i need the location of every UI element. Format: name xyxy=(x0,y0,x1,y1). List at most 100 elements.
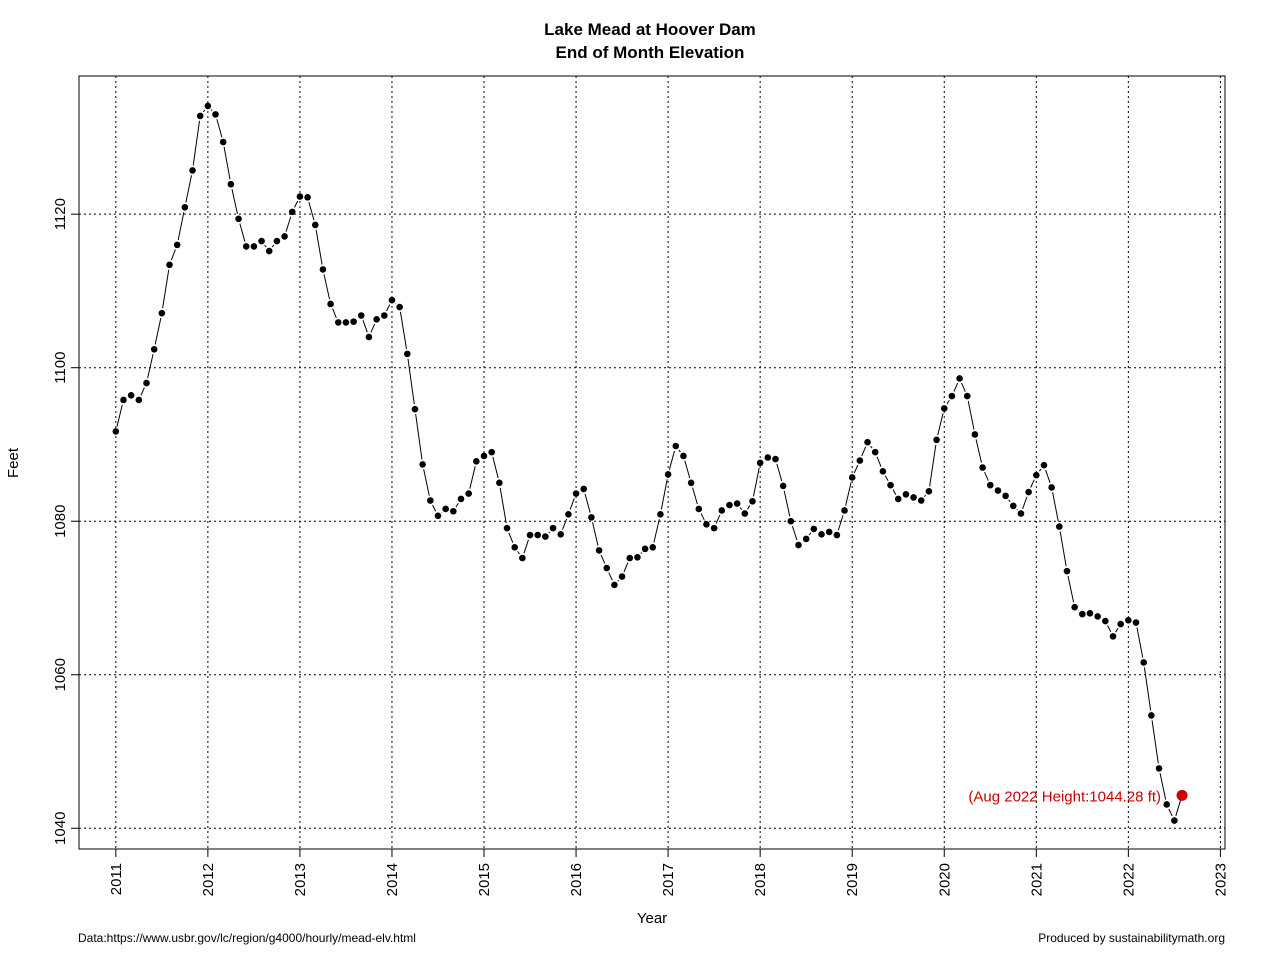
x-axis-label: Year xyxy=(637,910,667,927)
data-point xyxy=(1064,568,1071,575)
data-point xyxy=(672,443,679,450)
data-point xyxy=(757,460,764,467)
x-tick-label: 2021 xyxy=(1028,863,1045,896)
data-point xyxy=(335,319,342,326)
data-point xyxy=(611,582,618,589)
data-point xyxy=(182,204,189,211)
data-point xyxy=(343,319,350,326)
data-point xyxy=(442,506,449,513)
series-segment xyxy=(846,482,851,505)
x-tick-label: 2015 xyxy=(476,863,493,896)
data-point xyxy=(220,139,227,146)
series-segment xyxy=(716,515,720,523)
series-segment xyxy=(408,359,414,404)
highlight-label: (Aug 2022 Height:1044.28 ft) xyxy=(968,788,1161,805)
data-point xyxy=(504,525,511,532)
data-point xyxy=(1002,493,1009,500)
data-point xyxy=(657,511,664,518)
data-point xyxy=(619,573,626,580)
data-point xyxy=(719,507,726,514)
series-segment xyxy=(1023,497,1027,509)
series-segment xyxy=(549,532,550,533)
series-segment xyxy=(493,457,498,478)
data-point xyxy=(381,312,388,319)
data-point xyxy=(458,496,465,503)
series-segment xyxy=(685,461,690,478)
data-point xyxy=(780,483,787,490)
x-tick-label: 2011 xyxy=(108,863,125,895)
series-segment xyxy=(224,147,230,179)
data-point xyxy=(1025,489,1032,496)
series-segment xyxy=(563,519,567,530)
data-point xyxy=(1056,523,1063,530)
data-point xyxy=(159,310,166,317)
data-point xyxy=(151,346,158,353)
data-point xyxy=(212,111,219,118)
y-tick-label: 1060 xyxy=(52,658,69,691)
data-point xyxy=(350,318,357,325)
data-point xyxy=(811,526,818,533)
series-segment xyxy=(1169,809,1172,816)
data-point xyxy=(626,555,633,562)
series-segment xyxy=(976,439,981,462)
data-point xyxy=(933,437,940,444)
data-point xyxy=(841,507,848,514)
series-segment xyxy=(232,189,238,214)
series-segment xyxy=(954,383,958,391)
series-segment xyxy=(1108,625,1111,631)
y-tick-label: 1080 xyxy=(52,505,69,538)
data-point xyxy=(910,494,917,501)
data-point xyxy=(113,428,120,435)
data-point xyxy=(887,482,894,489)
series-segment xyxy=(669,451,674,470)
series-segment xyxy=(747,506,749,510)
x-tick-label: 2018 xyxy=(752,863,769,896)
data-point xyxy=(734,500,741,507)
data-point xyxy=(550,525,557,532)
data-point xyxy=(688,480,695,487)
data-point xyxy=(956,375,963,382)
series-segment xyxy=(316,230,322,265)
x-tick-label: 2016 xyxy=(568,863,585,896)
series-segment xyxy=(294,201,297,207)
series-segment xyxy=(240,224,245,242)
data-point xyxy=(765,454,772,461)
data-point xyxy=(289,209,296,216)
data-point xyxy=(1048,484,1055,491)
series-segment xyxy=(570,498,574,509)
data-point xyxy=(235,215,242,222)
data-point xyxy=(496,480,503,487)
series-segment xyxy=(968,401,974,430)
data-point xyxy=(580,486,587,493)
data-point xyxy=(358,312,365,319)
data-point xyxy=(703,521,710,528)
series-segment xyxy=(1137,627,1143,657)
data-point xyxy=(197,113,204,120)
y-tick-label: 1040 xyxy=(52,812,69,845)
series-segment xyxy=(171,250,175,261)
series-segment xyxy=(1152,720,1158,763)
data-point xyxy=(1102,618,1109,625)
series-segment xyxy=(141,388,145,396)
series-segment xyxy=(416,414,422,459)
series-segment xyxy=(701,513,704,519)
data-point xyxy=(864,439,871,446)
data-point xyxy=(573,490,580,497)
data-point xyxy=(312,222,319,229)
series-segment xyxy=(753,468,759,497)
series-segment xyxy=(893,490,896,495)
chart-title: Lake Mead at Hoover Dam xyxy=(544,20,756,39)
data-point xyxy=(258,238,265,245)
series-segment xyxy=(624,563,628,572)
series-segment xyxy=(962,383,966,391)
data-point xyxy=(419,461,426,468)
data-point xyxy=(266,248,273,255)
series-segment xyxy=(679,450,681,452)
series-segment xyxy=(524,540,529,554)
data-point xyxy=(488,449,495,456)
series-segment xyxy=(838,515,843,530)
series-segment xyxy=(1039,469,1041,471)
series-segment xyxy=(777,464,782,481)
series-segment xyxy=(654,519,659,542)
x-tick-label: 2012 xyxy=(200,863,217,896)
